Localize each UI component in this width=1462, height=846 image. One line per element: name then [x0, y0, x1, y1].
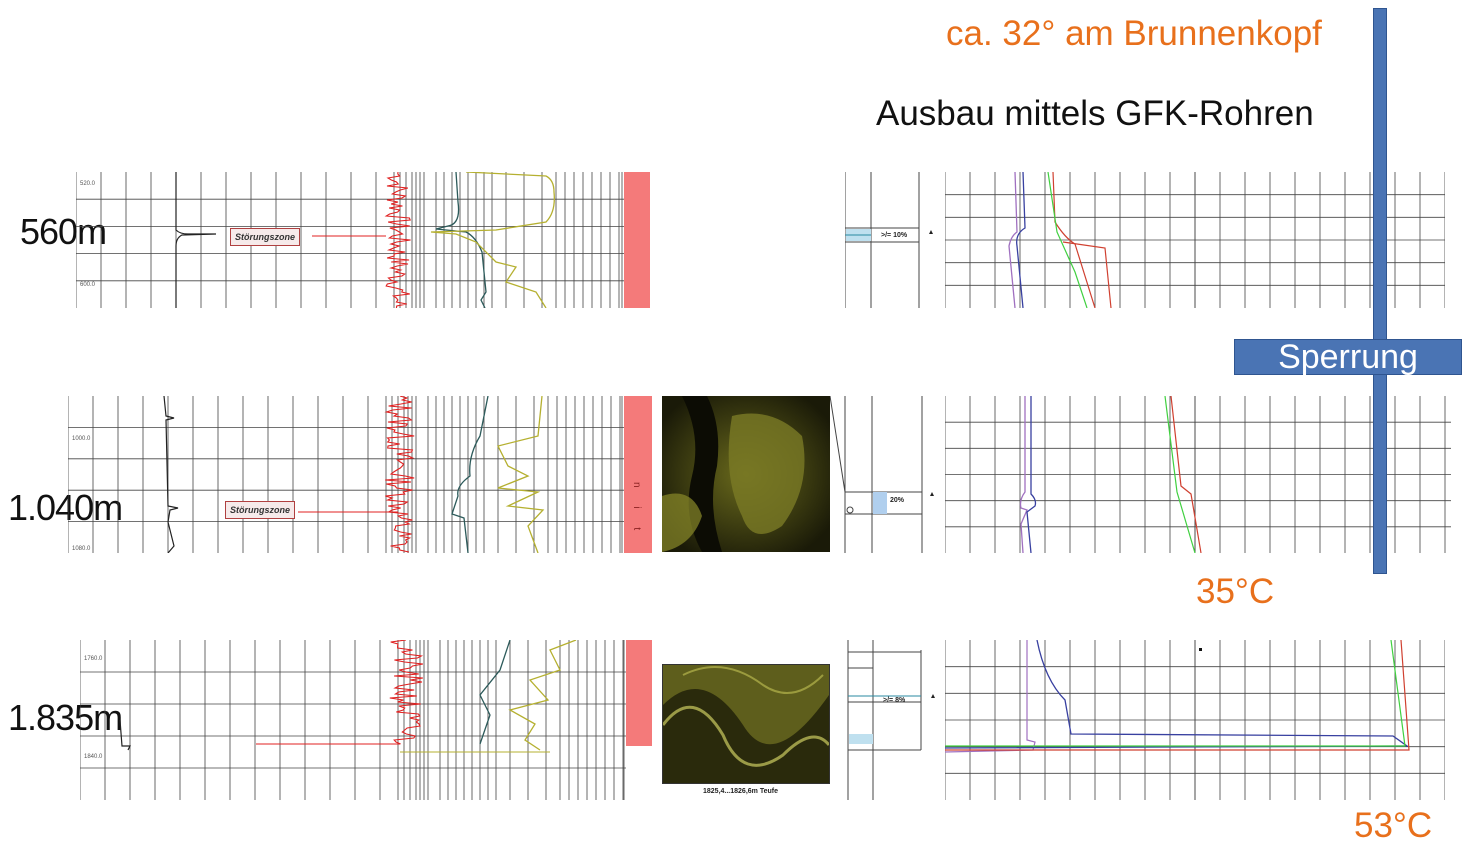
casing-panel-row1: >/= 10%	[845, 172, 945, 308]
depth-label-560: 560m	[20, 211, 107, 252]
red-strip	[624, 172, 650, 308]
depth-tick-bottom: 1080.0	[72, 546, 91, 552]
depth-tick-top: 1760.0	[84, 656, 103, 662]
caliper-curve	[175, 172, 217, 308]
casing-panel-row3: >/= 8%	[845, 640, 945, 800]
well-bar	[1373, 8, 1387, 574]
temp-panel-row1	[945, 172, 1445, 308]
borehole-image-row2	[662, 396, 830, 552]
log-panel-row1: 520.0 600.0 Störungszone	[76, 172, 650, 308]
log-curve-teal	[435, 172, 487, 308]
image-caption: 1825,4...1826,6m Teufe	[703, 788, 778, 795]
grid-lines	[76, 172, 624, 308]
fault-zone-label: Störungszone	[225, 501, 295, 519]
casing-panel-row2: 20%	[830, 396, 945, 553]
depth-tick-top: 1000.0	[72, 436, 91, 442]
temp-panel-row2	[945, 396, 1451, 553]
depth-tick-bottom: 600.0	[80, 282, 96, 288]
fault-zone-label: Störungszone	[230, 228, 300, 246]
barrier-label: Sperrung	[1234, 339, 1462, 375]
log-panel-row3: 1760.0 1840.0	[80, 640, 652, 800]
temp-panel-row3	[945, 640, 1445, 800]
strip-text: n i t	[631, 482, 642, 539]
log-curve-olive	[430, 172, 555, 308]
porosity-label: >/= 10%	[881, 232, 908, 239]
wellhead-angle-note: ca. 32° am Brunnenkopf	[946, 14, 1322, 53]
porosity-label: 20%	[890, 497, 905, 504]
gamma-curve-red	[384, 172, 411, 308]
completion-note: Ausbau mittels GFK-Rohren	[876, 94, 1314, 133]
depth-tick-bottom: 1840.0	[84, 754, 103, 760]
depth-label-1040: 1.040m	[8, 487, 123, 528]
temperature-35: 35°C	[1196, 572, 1275, 611]
temperature-53: 53°C	[1354, 806, 1433, 845]
porosity-label: >/= 8%	[883, 697, 906, 704]
log-panel-row2: 1000.0 1080.0 Störungszone n i t	[68, 396, 652, 553]
depth-tick-top: 520.0	[80, 181, 96, 187]
borehole-image-row3	[662, 664, 830, 784]
log-grid-row1	[76, 172, 650, 308]
